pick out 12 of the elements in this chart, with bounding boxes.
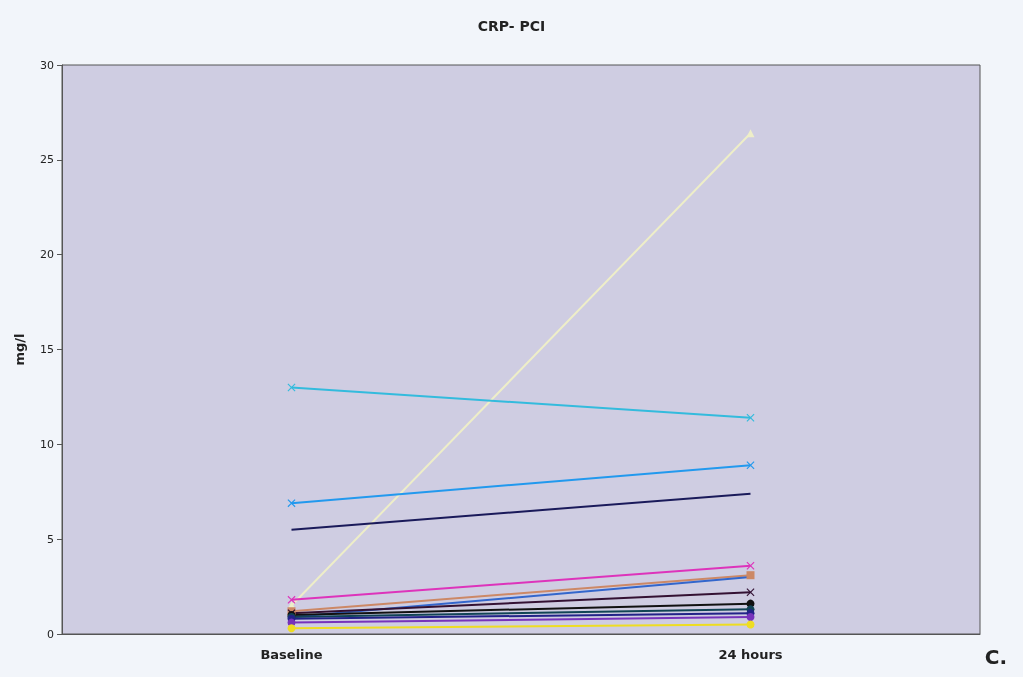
y-tick-label: 20 xyxy=(40,248,54,262)
y-tick-label: 10 xyxy=(40,437,54,451)
chart-title: CRP- PCI xyxy=(477,18,546,34)
x-tick-label: 24 hours xyxy=(718,647,783,662)
y-tick-label: 25 xyxy=(40,153,54,167)
y-axis-title: mg/l xyxy=(12,333,27,366)
y-tick-label: 30 xyxy=(40,58,54,72)
text: C. xyxy=(984,645,1008,669)
y-tick-label: 0 xyxy=(47,627,54,641)
y-tick-label: 5 xyxy=(47,532,54,546)
x-tick-label: Baseline xyxy=(260,647,323,662)
y-tick-label: 15 xyxy=(40,343,54,356)
